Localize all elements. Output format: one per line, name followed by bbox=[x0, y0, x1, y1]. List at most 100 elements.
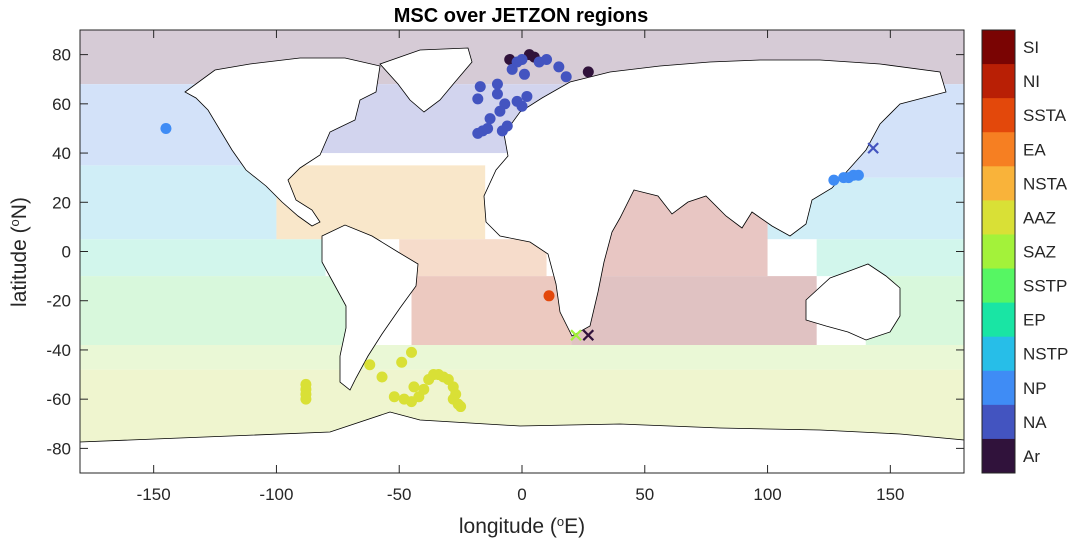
point-na bbox=[472, 127, 484, 139]
point-aaz bbox=[418, 383, 430, 395]
point-na bbox=[482, 122, 494, 134]
zone-sstp bbox=[80, 276, 351, 346]
colorbar-swatch-si bbox=[982, 30, 1015, 65]
landmass-australia bbox=[805, 263, 901, 341]
point-na bbox=[491, 88, 503, 100]
colorbar-swatch-ssta bbox=[982, 98, 1015, 133]
colorbar-swatch-nstp bbox=[982, 336, 1015, 372]
y-axis-title-unit: N) bbox=[8, 197, 31, 219]
y-tick-label: 60 bbox=[52, 95, 71, 114]
colorbar-label-np: NP bbox=[1023, 379, 1047, 398]
point-na bbox=[494, 105, 506, 117]
colorbar-swatch-sstp bbox=[982, 268, 1015, 304]
chart-title: MSC over JETZON regions bbox=[394, 5, 649, 27]
x-axis-title-degree: o bbox=[557, 514, 564, 529]
land-mask bbox=[79, 47, 965, 474]
x-marker-ar bbox=[582, 329, 595, 341]
point-aaz bbox=[300, 393, 312, 405]
plot-area bbox=[79, 29, 965, 474]
y-tick-label: 0 bbox=[62, 243, 71, 262]
point-np bbox=[852, 169, 864, 181]
zone-ep bbox=[80, 239, 326, 277]
point-na bbox=[472, 93, 484, 105]
y-tick-label: 40 bbox=[52, 144, 71, 163]
zone-nsta bbox=[276, 165, 486, 240]
point-na bbox=[518, 68, 530, 80]
y-tick-label: -20 bbox=[46, 292, 71, 311]
colorbar: SI NI SSTA EA NSTA AAZ SAZ SSTP EP NSTP NP NA Ar bbox=[981, 29, 1068, 474]
colorbar-label-ar: Ar bbox=[1023, 447, 1040, 466]
point-na bbox=[553, 61, 565, 73]
colorbar-label-ni: NI bbox=[1023, 72, 1040, 91]
colorbar-swatch-nsta bbox=[982, 166, 1015, 201]
y-axis-ticks: 80 60 40 20 0 -20 -40 -60 -80 bbox=[46, 46, 964, 458]
point-np bbox=[160, 122, 172, 134]
x-marker-saz bbox=[570, 329, 582, 341]
x-tick-label: -150 bbox=[137, 485, 171, 504]
colorbar-swatch-ar bbox=[982, 438, 1015, 474]
point-na bbox=[516, 100, 528, 112]
y-axis-title: latitude (oN) bbox=[7, 197, 32, 307]
colorbar-label-ssta: SSTA bbox=[1023, 106, 1067, 125]
point-ar bbox=[582, 66, 594, 78]
point-na bbox=[560, 71, 572, 83]
colorbar-swatch-ep bbox=[982, 302, 1015, 338]
landmass-greenland bbox=[379, 47, 473, 113]
colorbar-swatch-ea bbox=[982, 132, 1015, 167]
x-axis-title-unit: E) bbox=[564, 515, 585, 538]
zone-saz bbox=[80, 345, 964, 370]
zone-nstp bbox=[80, 165, 277, 240]
point-aaz bbox=[364, 359, 376, 371]
y-tick-label: -80 bbox=[46, 439, 71, 458]
x-axis-ticks: -150 -100 -50 0 50 100 150 bbox=[137, 30, 905, 504]
colorbar-label-nstp: NSTP bbox=[1023, 345, 1068, 364]
colorbar-label-saz: SAZ bbox=[1023, 243, 1056, 262]
point-aaz bbox=[376, 371, 388, 383]
colorbar-frame bbox=[981, 29, 1016, 474]
zone-ea bbox=[399, 239, 547, 277]
point-aaz bbox=[396, 356, 408, 368]
colorbar-swatch-aaz bbox=[982, 200, 1015, 235]
point-aaz bbox=[455, 401, 467, 413]
x-marker-stroke bbox=[570, 329, 582, 341]
x-marker-stroke bbox=[582, 329, 595, 341]
x-tick-label: 0 bbox=[517, 485, 526, 504]
x-tick-label: -100 bbox=[259, 485, 293, 504]
x-tick-label: 50 bbox=[635, 485, 654, 504]
x-tick-label: -50 bbox=[387, 485, 412, 504]
x-axis-title-main: longitude ( bbox=[459, 515, 557, 538]
point-na bbox=[501, 120, 513, 132]
x-tick-label: 100 bbox=[753, 485, 781, 504]
colorbar-swatch-saz bbox=[982, 234, 1015, 270]
x-marker-na bbox=[867, 142, 879, 154]
x-tick-label: 150 bbox=[876, 485, 904, 504]
y-axis-title-degree: o bbox=[7, 219, 22, 226]
colorbar-label-aaz: AAZ bbox=[1023, 208, 1056, 227]
colorbar-label-na: NA bbox=[1023, 413, 1047, 432]
point-np bbox=[828, 174, 840, 186]
colorbar-swatch-ni bbox=[982, 64, 1015, 99]
y-axis-title-main: latitude ( bbox=[8, 226, 31, 307]
zone-ssta bbox=[411, 276, 572, 346]
colorbar-label-ea: EA bbox=[1023, 140, 1046, 159]
landmass-south-america bbox=[321, 224, 419, 391]
landmass-eurasia-africa bbox=[483, 59, 947, 337]
point-ssta bbox=[543, 290, 555, 302]
point-na bbox=[521, 90, 533, 102]
zone-si bbox=[571, 276, 817, 346]
point-na bbox=[484, 113, 496, 125]
x-axis-title: longitude (oE) bbox=[459, 514, 585, 539]
point-aaz bbox=[388, 391, 400, 403]
point-na bbox=[474, 81, 486, 93]
point-aaz bbox=[408, 381, 420, 393]
colorbar-label-si: SI bbox=[1023, 38, 1039, 57]
colorbar-swatch-na bbox=[982, 404, 1015, 440]
y-tick-label: -40 bbox=[46, 341, 71, 360]
zone-ep bbox=[816, 239, 964, 277]
point-aaz bbox=[406, 346, 417, 358]
y-tick-label: -60 bbox=[46, 390, 71, 409]
point-na bbox=[516, 54, 528, 66]
point-na bbox=[541, 54, 553, 66]
y-tick-label: 20 bbox=[52, 193, 71, 212]
